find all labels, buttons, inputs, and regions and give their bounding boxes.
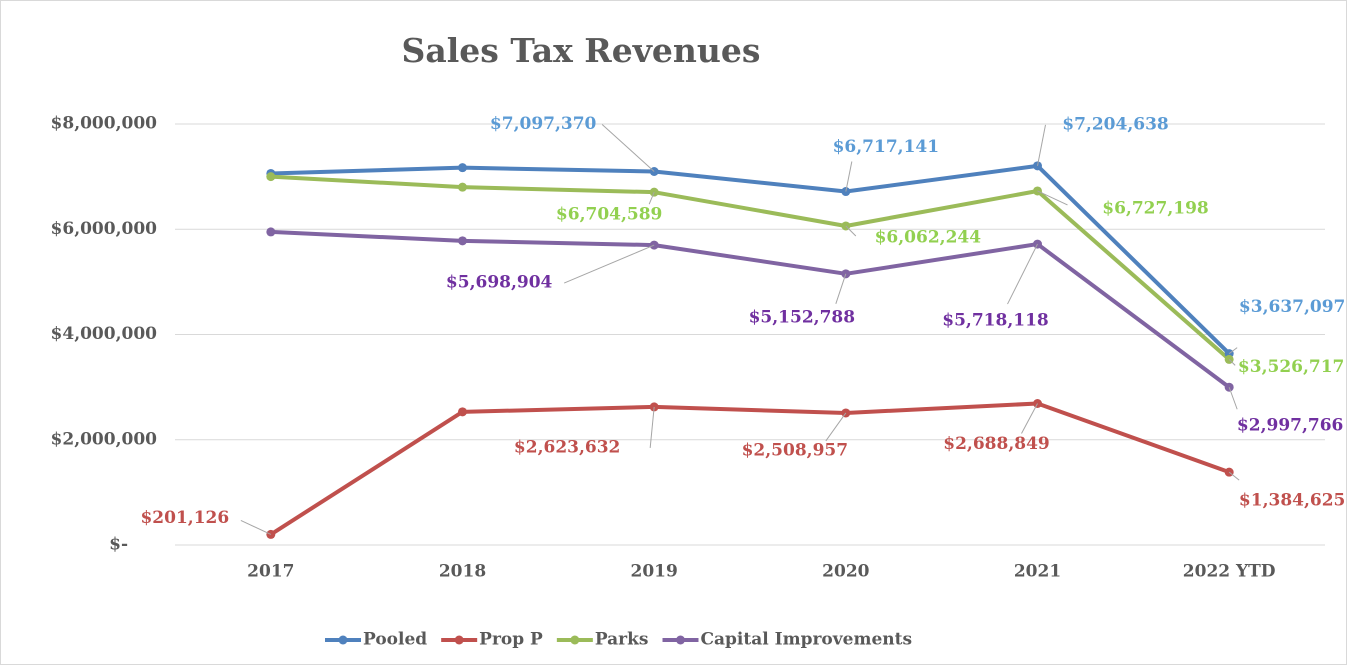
series-line [269,401,1230,537]
data-label: $6,717,141 [833,137,939,157]
data-point [266,172,276,182]
legend-label: Parks [595,630,649,650]
data-label: $3,526,717 [1238,357,1344,377]
series-line [270,174,1231,361]
series-line [270,163,1231,356]
legend-label: Capital Improvements [701,630,913,650]
data-point [458,407,467,417]
leader-line [1228,387,1238,410]
x-tick-label: 2021 [1014,562,1061,582]
data-label: $201,126 [140,508,229,528]
data-label: $1,384,625 [1239,491,1345,511]
data-label: $6,704,589 [556,205,662,225]
leader-line [1037,124,1046,166]
x-tick-label: 2019 [631,562,678,582]
leader-line [649,406,655,448]
data-label: $2,508,957 [742,440,848,460]
leader-line [240,519,272,535]
data-point [458,163,467,173]
leader-line [563,244,655,284]
y-tick-label: $8,000,000 [51,114,158,134]
leader-line [601,124,655,172]
data-label: $7,204,638 [1062,114,1168,134]
legend-marker [454,635,464,645]
y-tick-label: $4,000,000 [51,324,158,344]
y-tick-label: $2,000,000 [51,429,158,449]
series-line [270,229,1231,389]
leader-line [845,225,857,237]
data-label: $2,623,632 [514,437,620,457]
leader-line [648,191,655,205]
leader-line [845,161,853,192]
data-label: $3,637,097 [1239,297,1345,317]
data-label: $7,097,370 [490,114,597,134]
x-tick-label: 2017 [247,562,294,582]
x-tick-label: 2018 [439,562,486,582]
chart-title: Sales Tax Revenues [402,31,761,70]
legend-marker [676,635,685,645]
leader-line [1007,243,1038,305]
data-label: $5,698,904 [446,273,553,293]
leader-line [1021,403,1038,434]
leader-line [1228,471,1240,481]
legend-marker [570,635,580,645]
data-label: $6,727,198 [1102,198,1208,218]
y-tick-label: $6,000,000 [51,219,158,239]
data-label: $6,062,244 [875,227,982,247]
leader-line [1037,190,1068,206]
x-tick-label: 2022 YTD [1183,562,1276,582]
data-point [458,182,467,192]
data-point [458,236,467,246]
x-tick-label: 2020 [822,562,869,582]
data-label: $5,152,788 [749,307,855,327]
data-label: $2,688,849 [943,434,1049,454]
data-label: $2,997,766 [1237,416,1343,436]
leader-line [825,412,847,442]
leader-line [1228,347,1238,354]
leader-line [1228,359,1236,366]
leader-line [835,273,847,304]
legend-label: Prop P [479,630,543,650]
data-point [266,227,276,237]
data-label: $5,718,118 [942,311,1048,331]
legend-label: Pooled [363,630,427,650]
y-tick-label: $- [109,535,128,555]
legend-marker [338,635,348,645]
